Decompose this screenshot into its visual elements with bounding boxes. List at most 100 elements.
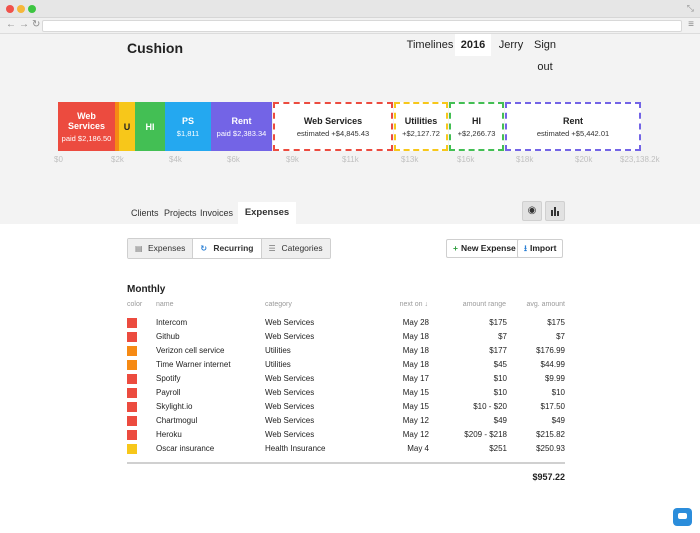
segment-label: Recurring — [213, 243, 254, 253]
expense-category: Utilities — [265, 360, 291, 369]
section-title: Monthly — [127, 284, 166, 295]
tab-projects[interactable]: Projects — [164, 208, 197, 218]
nav-user[interactable]: Jerry — [498, 39, 524, 51]
budget-segment-web-services[interactable]: Web Services paid $2,186.50 — [58, 102, 115, 151]
budget-estimate-utilities[interactable]: Utilities +$2,127.72 — [394, 102, 448, 151]
address-bar[interactable] — [42, 20, 682, 32]
expense-next-on: May 12 — [402, 416, 429, 425]
tab-expenses[interactable]: Expenses — [238, 202, 296, 224]
budget-segment-title: U — [123, 121, 131, 132]
import-button[interactable]: ⭳ Import — [517, 239, 564, 258]
browser-menu-icon[interactable]: ≡ — [688, 19, 694, 30]
table-row[interactable]: Skylight.io Web Services May 15 $10 - $2… — [127, 401, 565, 415]
column-header-avg-amount[interactable]: avg. amount — [526, 301, 565, 308]
new-expense-button[interactable]: + New Expense — [446, 239, 523, 258]
column-header-next-on[interactable]: next on ↓ — [399, 301, 428, 308]
axis-tick: $4k — [169, 155, 182, 164]
expense-name: Payroll — [156, 388, 181, 397]
expense-next-on: May 18 — [402, 360, 429, 369]
budget-segment-health-insurance[interactable]: HI — [135, 102, 165, 151]
expense-category: Web Services — [265, 388, 315, 397]
axis-tick: $0 — [54, 155, 63, 164]
color-swatch — [127, 430, 137, 440]
expense-next-on: May 4 — [407, 444, 429, 453]
expense-amount-range: $177 — [489, 346, 507, 355]
budget-estimate-web-services[interactable]: Web Services estimated +$4,845.43 — [273, 102, 393, 151]
expense-amount-range: $10 — [493, 388, 507, 397]
expense-amount-range: $10 - $20 — [473, 402, 507, 411]
segment-categories[interactable]: ☰ Categories — [261, 239, 330, 258]
color-swatch — [127, 360, 137, 370]
expense-category: Web Services — [265, 430, 315, 439]
button-label: New Expense — [460, 243, 516, 253]
expense-next-on: May 28 — [402, 318, 429, 327]
nav-signout[interactable]: Sign out — [533, 39, 557, 73]
expense-name: Skylight.io — [156, 402, 193, 411]
axis-tick: $2k — [111, 155, 124, 164]
nav-year[interactable]: 2016 — [455, 34, 491, 56]
bar-chart-icon[interactable] — [545, 201, 565, 221]
column-header-category[interactable]: category — [265, 301, 292, 308]
table-row[interactable]: Verizon cell service Utilities May 18 $1… — [127, 345, 565, 359]
budget-estimate-health-insurance[interactable]: HI +$2,266.73 — [449, 102, 504, 151]
segment-label: Expenses — [148, 243, 186, 253]
plus-icon: + — [453, 243, 458, 253]
budget-segment-utilities[interactable]: U — [119, 102, 135, 151]
budget-segment-rent[interactable]: Rent paid $2,383.34 — [211, 102, 272, 151]
budget-segment-title: Web Services — [67, 110, 106, 131]
minimize-window-icon[interactable] — [17, 5, 25, 13]
column-header-name[interactable]: name — [156, 301, 174, 308]
maximize-window-icon[interactable] — [28, 5, 36, 13]
expense-name: Oscar insurance — [156, 444, 215, 453]
table-row[interactable]: Payroll Web Services May 15 $10 $10 — [127, 387, 565, 401]
budget-segment-title: PS — [181, 115, 194, 126]
table-row[interactable]: Heroku Web Services May 12 $209 - $218 $… — [127, 429, 565, 443]
color-swatch — [127, 402, 137, 412]
expense-category: Web Services — [265, 332, 315, 341]
expense-amount-range: $7 — [498, 332, 507, 341]
eye-icon[interactable]: ◉ — [522, 201, 542, 221]
expense-avg-amount: $17.50 — [540, 402, 565, 411]
table-row[interactable]: Oscar insurance Health Insurance May 4 $… — [127, 443, 565, 457]
close-window-icon[interactable] — [6, 5, 14, 13]
expense-amount-range: $10 — [493, 374, 507, 383]
table-row[interactable]: Spotify Web Services May 17 $10 $9.99 — [127, 373, 565, 387]
table-row[interactable]: Chartmogul Web Services May 12 $49 $49 — [127, 415, 565, 429]
segment-expenses[interactable]: ▤ Expenses — [128, 239, 194, 258]
budget-segment-ps[interactable]: PS $1,811 — [165, 102, 211, 151]
tab-clients[interactable]: Clients — [131, 208, 159, 218]
button-label: Import — [529, 243, 557, 253]
budget-estimate-rent[interactable]: Rent estimated +$5,442.01 — [505, 102, 641, 151]
axis-tick: $11k — [342, 155, 359, 164]
color-swatch — [127, 416, 137, 426]
budget-segment-utilities-sliver[interactable] — [115, 102, 119, 151]
column-header-amount-range[interactable]: amount range — [462, 301, 506, 308]
expense-amount-range: $49 — [493, 416, 507, 425]
budget-segment-amount: $1,811 — [176, 128, 200, 138]
browser-nav-icons[interactable]: ←→↻ — [6, 19, 44, 30]
expense-avg-amount: $175 — [547, 318, 565, 327]
fullscreen-icon[interactable]: ⤡ — [686, 3, 694, 13]
expense-category: Health Insurance — [265, 444, 326, 453]
chat-icon[interactable] — [673, 508, 692, 526]
axis-tick: $16k — [457, 155, 475, 164]
table-row[interactable]: Time Warner internet Utilities May 18 $4… — [127, 359, 565, 373]
budget-segment-amount: estimated +$5,442.01 — [536, 128, 610, 138]
nav-timelines[interactable]: Timelines — [406, 39, 454, 51]
column-header-color: color — [127, 301, 143, 308]
expense-name: Time Warner internet — [156, 360, 231, 369]
budget-segment-amount: +$2,127.72 — [402, 128, 440, 138]
table-row[interactable]: Intercom Web Services May 28 $175 $175 — [127, 317, 565, 331]
expense-avg-amount: $49 — [551, 416, 565, 425]
color-swatch — [127, 318, 137, 328]
expense-next-on: May 15 — [402, 402, 429, 411]
tab-invoices[interactable]: Invoices — [200, 208, 234, 218]
download-icon: ⭳ — [524, 243, 527, 253]
segment-recurring[interactable]: ↻ Recurring — [193, 239, 262, 258]
expense-name: Heroku — [156, 430, 182, 439]
expense-next-on: May 12 — [402, 430, 429, 439]
color-swatch — [127, 332, 137, 342]
expense-next-on: May 18 — [402, 346, 429, 355]
table-row[interactable]: Github Web Services May 18 $7 $7 — [127, 331, 565, 345]
app-title: Cushion — [127, 40, 183, 56]
